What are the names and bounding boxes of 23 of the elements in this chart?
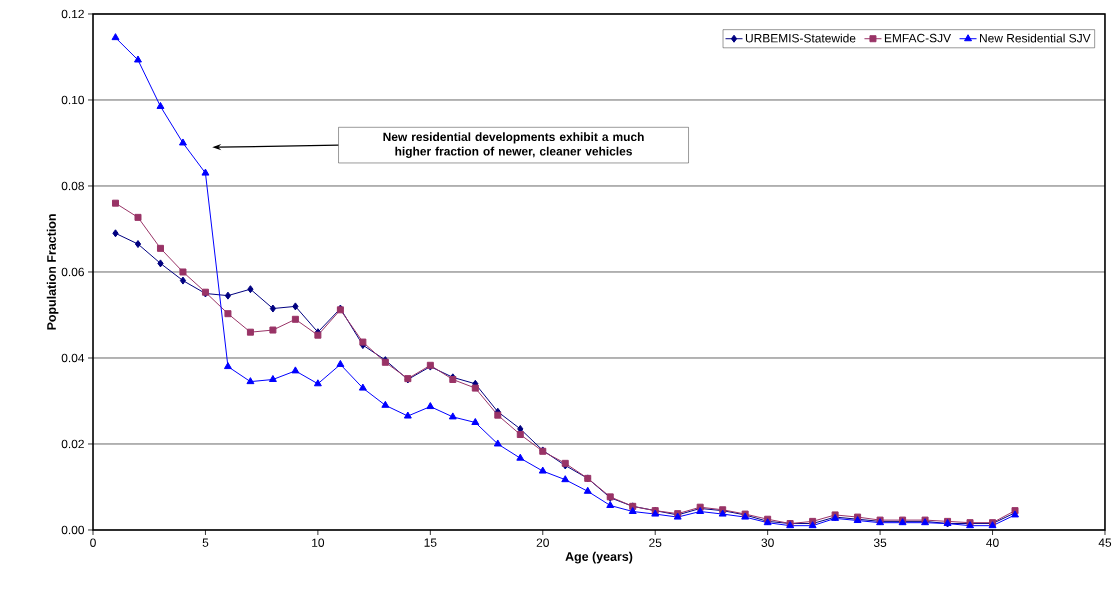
x-tick-label: 5 — [202, 538, 209, 547]
y-tick-label: 0.10 — [61, 95, 85, 105]
legend-label: URBEMIS-Statewide — [745, 33, 856, 43]
y-axis-title: Population Fraction — [46, 214, 59, 330]
x-axis-title: Age (years) — [565, 551, 633, 564]
x-tick-label: 35 — [873, 538, 887, 547]
x-tick-label: 10 — [312, 538, 325, 547]
legend-label: EMFAC-SJV — [884, 33, 951, 43]
y-tick-label: 0.08 — [61, 181, 84, 191]
x-tick-label: 45 — [1098, 538, 1112, 547]
y-tick-label: 0.04 — [61, 353, 85, 363]
x-tick-label: 0 — [90, 538, 96, 547]
x-tick-label: 15 — [424, 538, 437, 547]
annotation: New residential developments exhibit a much higher fraction of newer, cleaner vehicles — [383, 132, 644, 158]
x-tick-label: 25 — [649, 538, 662, 547]
y-tick-label: 0.00 — [61, 525, 85, 535]
x-tick-label: 20 — [536, 538, 549, 547]
legend-label: New Residential SJV — [980, 33, 1091, 43]
y-tick-label: 0.06 — [61, 267, 84, 277]
x-tick-label: 40 — [986, 538, 999, 547]
y-tick-label: 0.12 — [61, 9, 84, 19]
x-tick-label: 30 — [761, 538, 774, 547]
y-tick-label: 0.02 — [61, 439, 84, 449]
